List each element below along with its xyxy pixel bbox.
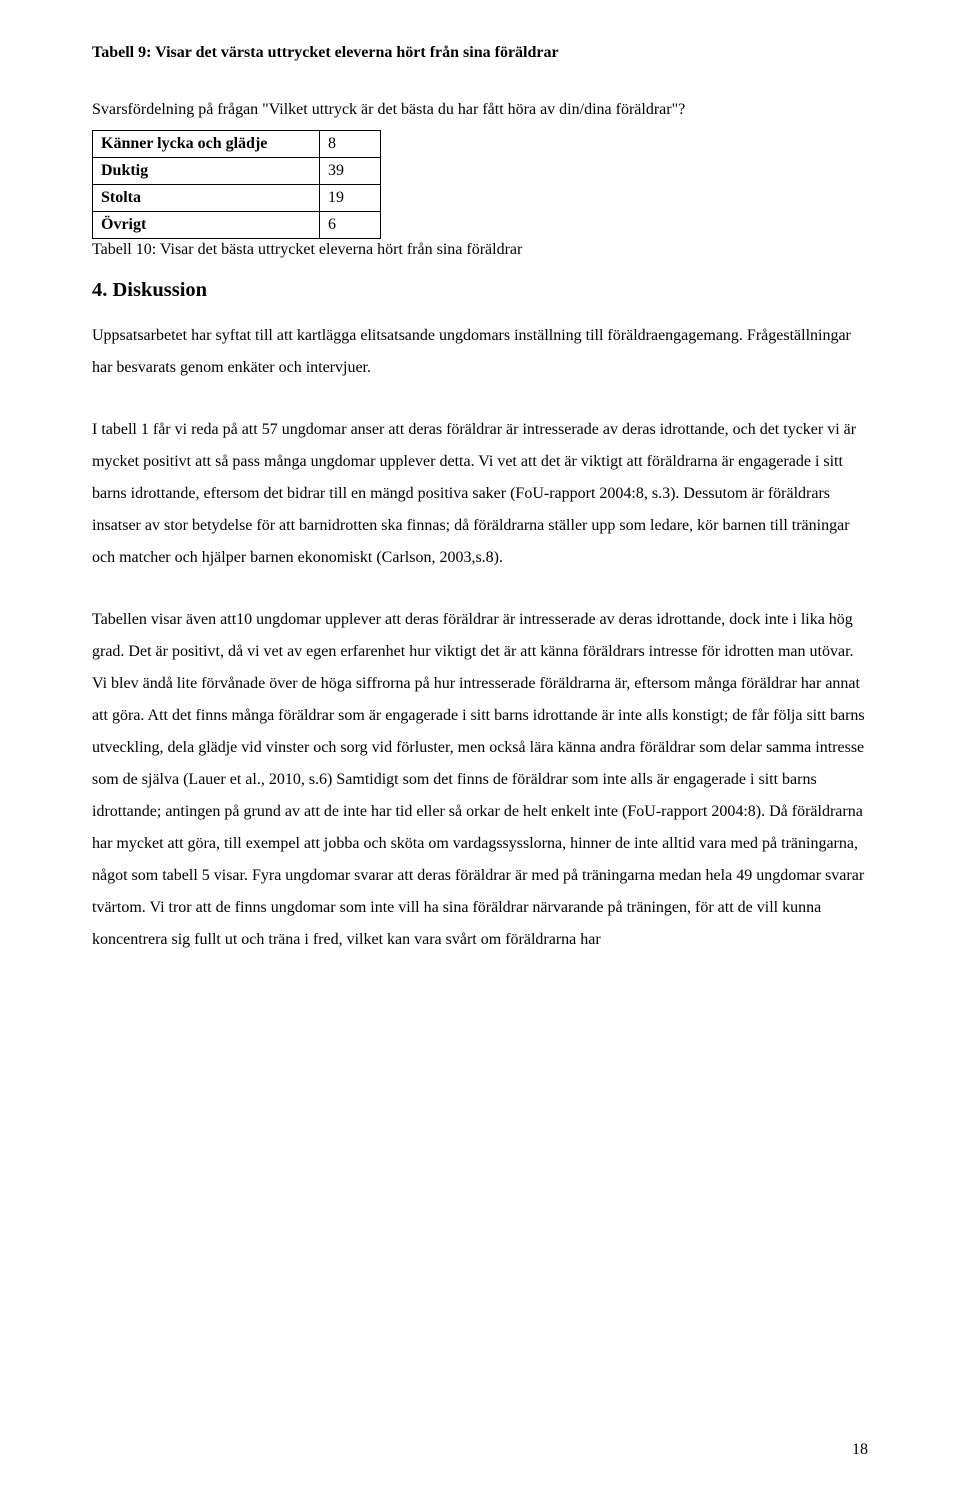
section-heading: 4. Diskussion — [92, 279, 868, 302]
table-cell-value: 6 — [320, 212, 381, 239]
paragraph-1: Uppsatsarbetet har syftat till att kartl… — [92, 320, 868, 384]
table-row: Duktig 39 — [93, 158, 381, 185]
table-cell-value: 19 — [320, 185, 381, 212]
table-cell-value: 39 — [320, 158, 381, 185]
table-cell-label: Känner lycka och glädje — [93, 131, 320, 158]
table-cell-label: Stolta — [93, 185, 320, 212]
tabell9-caption: Tabell 9: Visar det värsta uttrycket ele… — [92, 38, 868, 68]
table-10: Känner lycka och glädje 8 Duktig 39 Stol… — [92, 130, 381, 239]
table-cell-label: Duktig — [93, 158, 320, 185]
table-cell-value: 8 — [320, 131, 381, 158]
paragraph-2: I tabell 1 får vi reda på att 57 ungdoma… — [92, 414, 868, 574]
tabell10-caption: Tabell 10: Visar det bästa uttrycket ele… — [92, 241, 868, 259]
intro-text: Svarsfördelning på frågan "Vilket uttryc… — [92, 94, 868, 126]
table-row: Övrigt 6 — [93, 212, 381, 239]
page: Tabell 9: Visar det värsta uttrycket ele… — [0, 0, 960, 1487]
table-cell-label: Övrigt — [93, 212, 320, 239]
paragraph-3: Tabellen visar även att10 ungdomar upple… — [92, 604, 868, 956]
page-number: 18 — [852, 1441, 868, 1459]
table-row: Stolta 19 — [93, 185, 381, 212]
table-row: Känner lycka och glädje 8 — [93, 131, 381, 158]
